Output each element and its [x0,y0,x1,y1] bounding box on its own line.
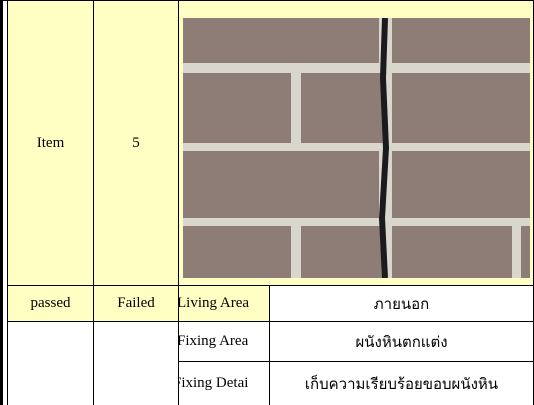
value-cell: ภายนอก [270,286,534,322]
fixing-detail-value: เก็บความเรียบร้อยขอบผนังหิน [304,376,499,393]
living-area-label: Living Area [179,295,250,311]
crack [378,18,390,278]
left-border-inner [7,0,8,405]
empty-cell [8,322,94,405]
status-cell: passed [8,286,94,322]
empty-cell [94,322,179,405]
label-cell: Fixing Area [179,322,270,362]
label-cell: Living Area [179,286,270,322]
fixing-area-value: ผนังหินตกแต่ง [355,334,448,351]
living-area-value: ภายนอก [373,296,430,313]
count-value: 5 [132,134,140,151]
bricks [183,18,530,278]
left-border [0,0,3,405]
fixing-detail-label: Fixing Detai [179,375,249,391]
value-cell: ผนังหินตกแต่ง [270,322,534,362]
top-border [0,0,534,1]
item-cell: Item [8,1,94,286]
count-cell: 5 [94,1,179,286]
photo [183,18,530,278]
result: Failed [117,295,155,311]
item-label: Item [36,134,65,151]
value-cell: เก็บความเรียบร้อยขอบผนังหิน [270,362,534,405]
label-cell: Fixing Detai [179,362,270,405]
result-cell: Failed [94,286,179,322]
fixing-area-label: Fixing Area [179,333,249,349]
status: passed [30,295,71,311]
